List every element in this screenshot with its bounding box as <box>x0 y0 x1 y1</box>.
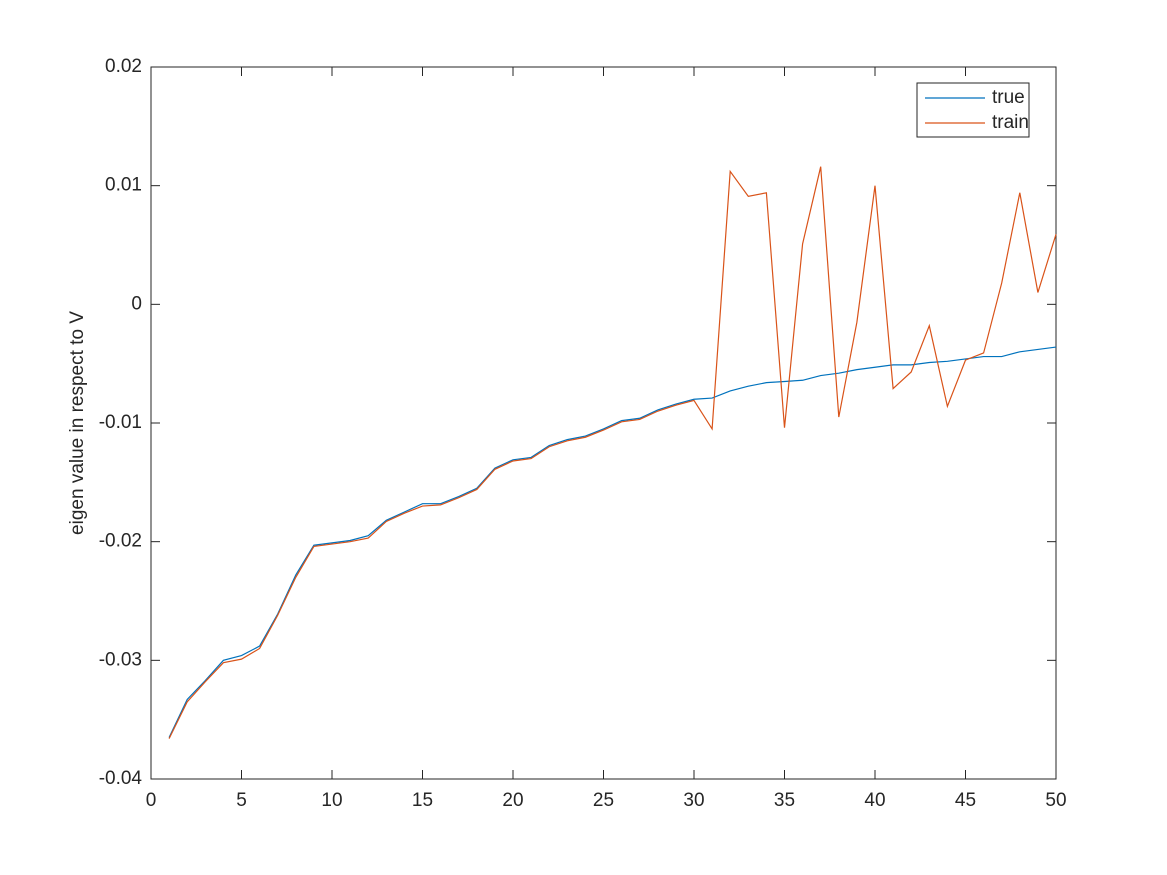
legend-box <box>916 82 1030 138</box>
y-tick-label: -0.03 <box>99 649 142 670</box>
x-tick-label: 15 <box>412 790 433 811</box>
y-tick-label: 0.01 <box>105 175 142 196</box>
series-line <box>168 346 1057 738</box>
x-tick-label: 5 <box>236 790 247 811</box>
series-line <box>168 166 1057 739</box>
y-tick-label: -0.02 <box>99 531 142 552</box>
legend-label: train <box>992 112 1029 133</box>
x-tick-label: 35 <box>774 790 795 811</box>
y-tick-label: -0.04 <box>99 768 143 789</box>
x-tick-label: 25 <box>593 790 614 811</box>
x-tick-label: 50 <box>1045 790 1066 811</box>
x-tick-label: 30 <box>683 790 704 811</box>
y-tick-label: -0.01 <box>99 412 142 433</box>
x-tick-label: 0 <box>146 790 157 811</box>
x-tick-label: 10 <box>321 790 342 811</box>
x-tick-label: 45 <box>955 790 976 811</box>
x-tick-label: 40 <box>864 790 885 811</box>
y-tick-label: 0 <box>131 293 142 314</box>
y-tick-label: 0.02 <box>105 56 142 77</box>
x-tick-label: 20 <box>502 790 523 811</box>
legend-label: true <box>992 87 1025 108</box>
y-axis-label: eigen value in respect to V <box>67 311 88 535</box>
